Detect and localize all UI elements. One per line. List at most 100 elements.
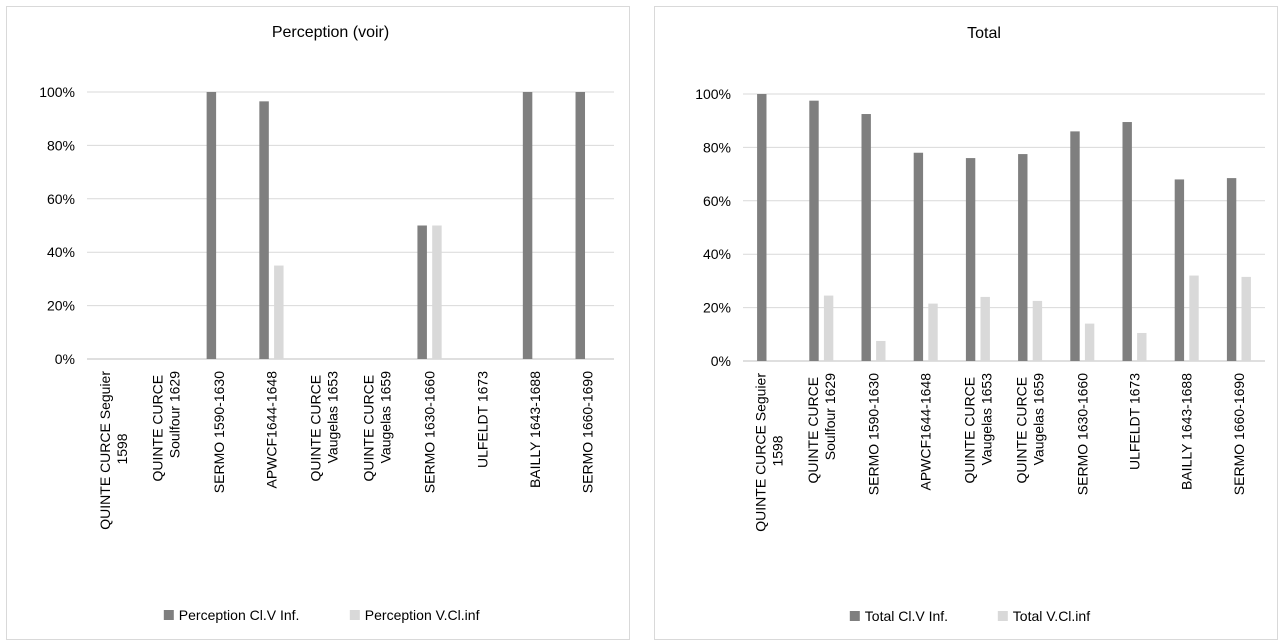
y-tick-label: 100%	[695, 86, 731, 102]
chart-panel-perception: Perception (voir) 0% 20% 40% 60% 80% 100% QUINT…	[6, 6, 630, 640]
bar-cl-v-inf	[809, 100, 819, 362]
bar-v-cl-inf	[823, 295, 834, 361]
bar-v-cl-inf	[1241, 276, 1251, 361]
x-tick-label-line: 1598	[770, 435, 786, 466]
x-tick-label: BAILLY 1643-1688	[1179, 373, 1195, 490]
bar-cl-v-inf	[522, 92, 533, 359]
bar-v-cl-inf	[274, 265, 284, 359]
y-tick-label: 0%	[711, 353, 731, 369]
chart-svg-total: Total 0% 20% 40% 60% 80% 100% QUINTE CURCE Segu…	[695, 25, 1265, 624]
x-tick-label: QUINTE CURCE Vaugelas 1653	[961, 373, 994, 484]
y-tick-label: 40%	[703, 246, 731, 262]
y-tick-label: 80%	[703, 139, 731, 155]
y-tick-label: 60%	[703, 193, 731, 209]
x-tick-label-line: QUINTE CURCE Seguier	[97, 371, 113, 530]
legend: Total Cl.V Inf. Total V.Cl.inf	[849, 608, 1090, 624]
x-tick-label-line: APWCF1644-1648	[918, 373, 934, 491]
x-tick-label-line: QUINTE CURCE Seguier	[753, 373, 769, 532]
x-tick-label: QUINTE CURCE Seguier 1598	[97, 371, 130, 530]
x-tick-label-line: Vaugelas 1659	[377, 371, 393, 464]
x-tick-label-line: 1598	[114, 433, 130, 464]
x-tick-label-line: SERMO 1660-1690	[580, 371, 596, 493]
x-tick-label-line: QUINTE CURCE	[308, 375, 324, 482]
y-tick-label: 20%	[47, 298, 75, 314]
bar-cl-v-inf	[1070, 131, 1080, 361]
x-tick-label: QUINTE CURCE Soulfour 1629	[805, 373, 838, 484]
x-tick-label-line: ULFELDT 1673	[474, 371, 490, 468]
bar-v-cl-inf	[1032, 300, 1043, 361]
bar-cl-v-inf	[417, 225, 427, 359]
x-tick-label: SERMO 1630-1660	[422, 371, 438, 493]
x-tick-label: SERMO 1660-1690	[1231, 373, 1247, 495]
x-tick-label-line: SERMO 1660-1690	[1231, 373, 1247, 495]
x-tick-label: SERMO 1590-1630	[866, 373, 882, 495]
x-tick-label: ULFELDT 1673	[1127, 373, 1143, 470]
legend-swatch	[163, 610, 174, 620]
bar-v-cl-inf	[980, 296, 990, 361]
legend-swatch	[997, 611, 1008, 621]
x-tick-label-line: SERMO 1630-1660	[1074, 373, 1090, 495]
x-tick-label-line: ULFELDT 1673	[1127, 373, 1143, 470]
bar-v-cl-inf	[928, 303, 938, 361]
bar-v-cl-inf	[876, 340, 886, 361]
bar-cl-v-inf	[1018, 154, 1028, 361]
x-tick-label: QUINTE CURCE Vaugelas 1659	[1014, 373, 1047, 484]
x-tick-label-line: Vaugelas 1659	[1031, 373, 1047, 466]
bar-cl-v-inf	[1174, 179, 1185, 361]
chart-svg-perception: Perception (voir) 0% 20% 40% 60% 80% 100% QUINT…	[39, 24, 614, 623]
x-tick-label-line: Soulfour 1629	[822, 373, 838, 460]
legend-label: Total Cl.V Inf.	[865, 608, 948, 624]
x-tick-label: SERMO 1630-1660	[1074, 373, 1090, 495]
bar-cl-v-inf	[206, 92, 217, 359]
x-tick-label: SERMO 1660-1690	[580, 371, 596, 493]
legend-label: Perception Cl.V Inf.	[179, 607, 300, 623]
y-tick-label: 80%	[47, 137, 75, 153]
bar-cl-v-inf	[259, 101, 269, 359]
x-tick-label-line: BAILLY 1643-1688	[527, 371, 543, 488]
chart-title: Perception (voir)	[272, 24, 389, 41]
y-tick-label: 40%	[47, 244, 75, 260]
legend-swatch	[849, 611, 860, 621]
y-tick-label: 0%	[55, 351, 75, 367]
x-tick-label-line: Soulfour 1629	[167, 371, 183, 458]
chart-panel-total: Total 0% 20% 40% 60% 80% 100% QUINTE CURCE Segu…	[654, 6, 1278, 640]
x-tick-label-line: QUINTE CURCE	[1014, 377, 1030, 484]
x-tick-label: APWCF1644-1648	[263, 371, 279, 489]
bar-cl-v-inf	[1226, 178, 1237, 361]
x-tick-label-line: QUINTE CURCE	[805, 377, 821, 484]
x-tick-label-line: BAILLY 1643-1688	[1179, 373, 1195, 490]
bar-cl-v-inf	[1122, 122, 1132, 361]
bar-v-cl-inf	[432, 225, 442, 359]
x-tick-label: QUINTE CURCE Seguier 1598	[753, 373, 786, 532]
legend-swatch	[349, 610, 360, 620]
y-tick-label: 20%	[703, 300, 731, 316]
x-tick-label-line: QUINTE CURCE	[150, 375, 166, 482]
x-tick-label-line: Vaugelas 1653	[978, 373, 994, 466]
bar-cl-v-inf	[965, 158, 976, 361]
bar-cl-v-inf	[757, 94, 767, 361]
y-tick-label: 100%	[39, 84, 75, 100]
x-tick-label-line: QUINTE CURCE	[360, 375, 376, 482]
x-tick-label: SERMO 1590-1630	[211, 371, 227, 493]
x-tick-label-line: SERMO 1590-1630	[866, 373, 882, 495]
x-tick-label: QUINTE CURCE Vaugelas 1653	[308, 371, 341, 482]
bar-cl-v-inf	[575, 92, 586, 359]
x-tick-label: APWCF1644-1648	[918, 373, 934, 491]
x-tick-label-line: SERMO 1590-1630	[211, 371, 227, 493]
x-tick-label: BAILLY 1643-1688	[527, 371, 543, 488]
legend-label: Total V.Cl.inf	[1013, 608, 1090, 624]
bar-cl-v-inf	[861, 114, 871, 362]
bar-cl-v-inf	[913, 152, 924, 361]
bar-v-cl-inf	[1084, 323, 1095, 361]
x-tick-label: QUINTE CURCE Soulfour 1629	[150, 371, 183, 482]
x-tick-label-line: Vaugelas 1653	[325, 371, 341, 464]
x-tick-label: QUINTE CURCE Vaugelas 1659	[360, 371, 393, 482]
x-tick-label-line: QUINTE CURCE	[961, 377, 977, 484]
chart-title: Total	[967, 25, 1001, 42]
y-tick-label: 60%	[47, 191, 75, 207]
bar-v-cl-inf	[1189, 275, 1199, 361]
x-tick-label-line: APWCF1644-1648	[263, 371, 279, 489]
bar-v-cl-inf	[1137, 332, 1147, 361]
x-tick-label: ULFELDT 1673	[474, 371, 490, 468]
legend: Perception Cl.V Inf. Perception V.Cl.inf	[163, 607, 480, 623]
